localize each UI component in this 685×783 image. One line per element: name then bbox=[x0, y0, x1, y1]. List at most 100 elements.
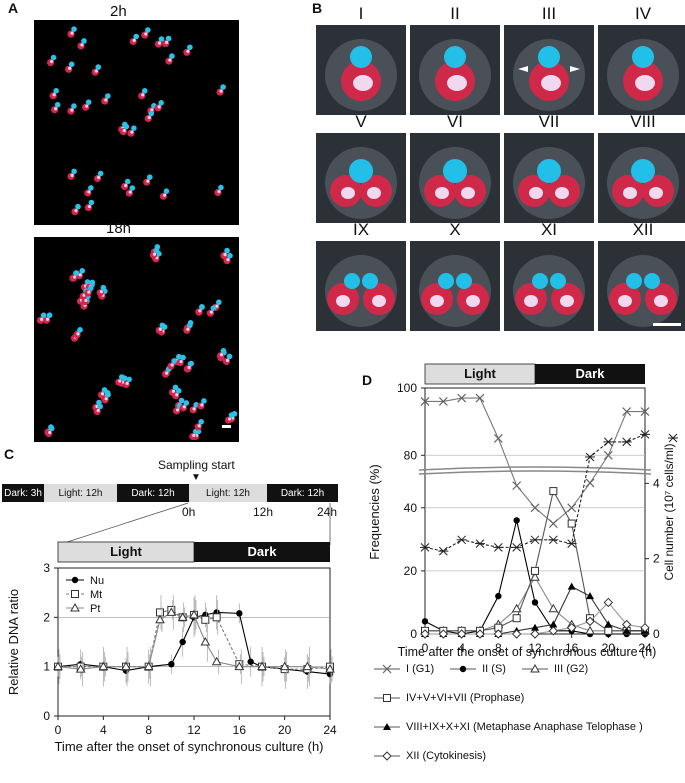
highlight-mark bbox=[152, 252, 157, 256]
data-point bbox=[640, 430, 650, 439]
cell-cluster bbox=[101, 93, 111, 105]
data-point bbox=[530, 503, 540, 513]
stage-label-viii: VIII bbox=[630, 112, 656, 131]
cell-cluster bbox=[189, 419, 204, 441]
data-point bbox=[438, 629, 449, 639]
stage-label-x: X bbox=[449, 220, 461, 239]
point-nu bbox=[236, 610, 243, 617]
x-tick-label: 8 bbox=[495, 641, 502, 655]
highlight-mark bbox=[215, 304, 219, 308]
cell-cluster bbox=[165, 53, 175, 65]
highlight-mark bbox=[353, 75, 373, 91]
cell-cluster bbox=[67, 168, 77, 180]
point-pt bbox=[200, 636, 211, 646]
legend-marker bbox=[70, 602, 80, 612]
highlight-mark bbox=[372, 295, 386, 307]
nucleus-mark bbox=[220, 84, 226, 90]
cell-cluster bbox=[149, 244, 162, 263]
highlight-mark bbox=[560, 295, 574, 307]
data-point bbox=[456, 629, 467, 639]
highlight-mark bbox=[165, 371, 169, 375]
highlight-mark bbox=[198, 309, 202, 313]
highlight-mark bbox=[84, 298, 88, 303]
light-bar-label: Light bbox=[464, 366, 496, 381]
light-dark-schedule: Dark: 3h Light: 12h Dark: 12h Light: 12h… bbox=[2, 484, 338, 502]
data-point bbox=[511, 629, 522, 639]
stage-cell-drawing bbox=[325, 39, 397, 111]
nucleus-mark bbox=[176, 353, 182, 360]
nucleus-mark bbox=[550, 273, 566, 289]
legend-row: I (G1) II (S) III (G2) bbox=[372, 654, 682, 683]
highlight-mark bbox=[48, 430, 52, 435]
stage-image-vii bbox=[504, 133, 594, 223]
data-point bbox=[438, 546, 449, 556]
data-point bbox=[531, 566, 539, 575]
point-pt bbox=[211, 656, 222, 666]
cell-cluster bbox=[189, 398, 207, 414]
highlight-mark bbox=[461, 187, 475, 199]
nucleus-mark bbox=[632, 46, 654, 68]
nucleus-mark bbox=[88, 185, 94, 191]
data-point bbox=[567, 582, 576, 590]
point-pt bbox=[143, 661, 154, 671]
dark-bar-label: Dark bbox=[248, 544, 278, 559]
legend-marker bbox=[459, 665, 467, 672]
legend-label: IV+V+VI+VII (Prophase) bbox=[406, 691, 525, 704]
highlight-mark bbox=[175, 393, 179, 397]
cell-cluster bbox=[97, 387, 111, 404]
point-pt bbox=[325, 664, 335, 673]
data-point bbox=[640, 622, 650, 633]
zoom-lines bbox=[57, 502, 331, 546]
highlight-mark bbox=[118, 379, 122, 383]
schedule-dark-12h-a: Dark: 12h bbox=[117, 484, 189, 502]
stage-cell-drawing bbox=[607, 147, 679, 219]
highlight-mark bbox=[219, 353, 224, 357]
nucleus-mark bbox=[71, 26, 77, 32]
legend-marker bbox=[383, 722, 391, 730]
axis-break-mark bbox=[418, 466, 652, 471]
cell-cluster bbox=[129, 33, 139, 46]
cell-cluster bbox=[127, 125, 137, 137]
stage-cell-drawing bbox=[513, 39, 585, 111]
highlight-mark bbox=[87, 190, 91, 194]
nucleus-mark bbox=[210, 305, 217, 311]
highlight-mark bbox=[200, 403, 204, 407]
nucleus-mark bbox=[644, 273, 660, 289]
x-tick-label: 24 bbox=[323, 723, 337, 737]
nucleus-mark bbox=[40, 312, 47, 319]
legend-symbol bbox=[521, 663, 548, 672]
stage-cell-drawing bbox=[513, 147, 585, 219]
cell-cluster bbox=[195, 304, 205, 316]
point-pt bbox=[189, 609, 199, 619]
data-point bbox=[585, 625, 595, 635]
data-point bbox=[622, 626, 631, 634]
cell-cluster bbox=[67, 26, 77, 38]
cell-cluster bbox=[93, 170, 104, 183]
highlight-mark bbox=[223, 253, 227, 257]
stage-label-vi: VI bbox=[446, 112, 464, 131]
cell-cluster bbox=[141, 27, 151, 39]
nucleus-mark bbox=[123, 123, 130, 130]
stage-cell-drawing bbox=[419, 255, 491, 327]
data-point bbox=[475, 539, 485, 548]
nucleus-mark bbox=[180, 354, 186, 361]
point-pt bbox=[155, 614, 165, 624]
data-point bbox=[548, 535, 559, 545]
x-tick-label: 20 bbox=[602, 641, 616, 655]
cell-cluster bbox=[154, 100, 164, 112]
nucleus-mark bbox=[146, 174, 153, 180]
cell-cluster bbox=[143, 174, 153, 186]
nucleus-mark bbox=[199, 304, 205, 310]
y2-tick-label: 4 bbox=[653, 476, 660, 490]
stage-image-iii bbox=[504, 25, 594, 115]
nucleus-mark bbox=[131, 125, 137, 131]
stage-label-xii: XII bbox=[632, 220, 654, 239]
legend-marker bbox=[382, 750, 392, 761]
series-line bbox=[425, 397, 645, 525]
y2-tick-label: 2 bbox=[653, 552, 660, 566]
cell-cluster bbox=[65, 61, 75, 73]
time-mark-24h: 24h bbox=[317, 505, 338, 519]
legend-symbol bbox=[450, 665, 477, 672]
panel-a-bottom-title: 18h bbox=[106, 220, 132, 237]
legend-label: III (G2) bbox=[553, 662, 589, 675]
